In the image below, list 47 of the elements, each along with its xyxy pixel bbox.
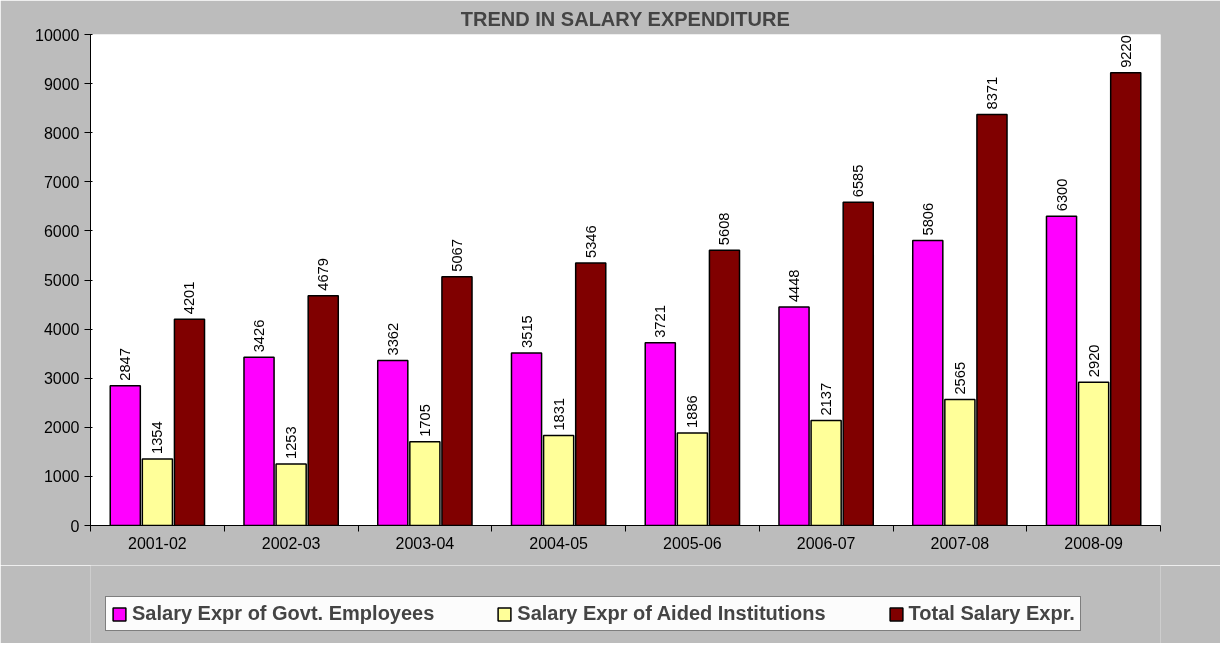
- y-tick-label: 10000: [35, 26, 80, 44]
- data-label: 3515: [518, 315, 535, 348]
- data-label: 8371: [983, 76, 1000, 110]
- data-label: 2920: [1085, 344, 1102, 378]
- y-tick-label: 1000: [43, 468, 80, 486]
- x-tick-label: 2005-06: [663, 534, 722, 552]
- chart-title: TREND IN SALARY EXPENDITURE: [460, 7, 790, 30]
- y-tick-label: 6000: [43, 222, 80, 240]
- legend-label: Total Salary Expr.: [908, 602, 1075, 625]
- y-tick-label: 0: [70, 517, 80, 535]
- data-label: 6585: [850, 164, 867, 198]
- x-tick-label: 2007-08: [930, 534, 990, 552]
- data-label: 1831: [550, 397, 567, 431]
- data-label: 5346: [582, 225, 599, 259]
- data-label: 2137: [818, 382, 835, 416]
- data-label: 1886: [684, 395, 701, 428]
- data-label: 4448: [786, 269, 803, 303]
- y-tick-label: 5000: [43, 272, 80, 289]
- x-tick-label: 2001-02: [128, 534, 187, 552]
- x-tick-label: 2003-04: [395, 534, 455, 552]
- data-label: 9220: [1117, 35, 1134, 68]
- y-tick-label: 9000: [43, 75, 80, 93]
- data-label: 4201: [181, 281, 198, 315]
- data-label: 2847: [117, 348, 134, 381]
- data-label: 5067: [448, 239, 465, 272]
- data-label: 5806: [919, 202, 936, 236]
- data-label: 2565: [951, 361, 968, 395]
- data-label: 5608: [716, 212, 733, 246]
- x-tick-label: 2004-05: [529, 534, 589, 552]
- data-label: 3362: [384, 322, 401, 356]
- y-tick-label: 4000: [43, 321, 80, 339]
- data-label: 1253: [283, 426, 300, 459]
- data-label: 6300: [1053, 178, 1070, 212]
- data-label: 3721: [652, 305, 669, 338]
- y-tick-label: 2000: [43, 419, 80, 437]
- y-tick-label: 8000: [43, 124, 80, 142]
- x-tick-label: 2008-09: [1064, 534, 1124, 552]
- data-label: 4679: [315, 258, 332, 291]
- data-label: 1705: [416, 404, 433, 437]
- data-label: 3426: [251, 319, 268, 353]
- legend-label: Salary Expr of Govt. Employees: [132, 602, 435, 625]
- data-label: 1354: [149, 421, 166, 455]
- y-tick-label: 3000: [43, 370, 80, 388]
- y-tick-label: 7000: [43, 173, 80, 191]
- x-tick-label: 2002-03: [261, 534, 321, 552]
- x-tick-label: 2006-07: [796, 534, 856, 552]
- legend-label: Salary Expr of Aided Institutions: [517, 602, 826, 625]
